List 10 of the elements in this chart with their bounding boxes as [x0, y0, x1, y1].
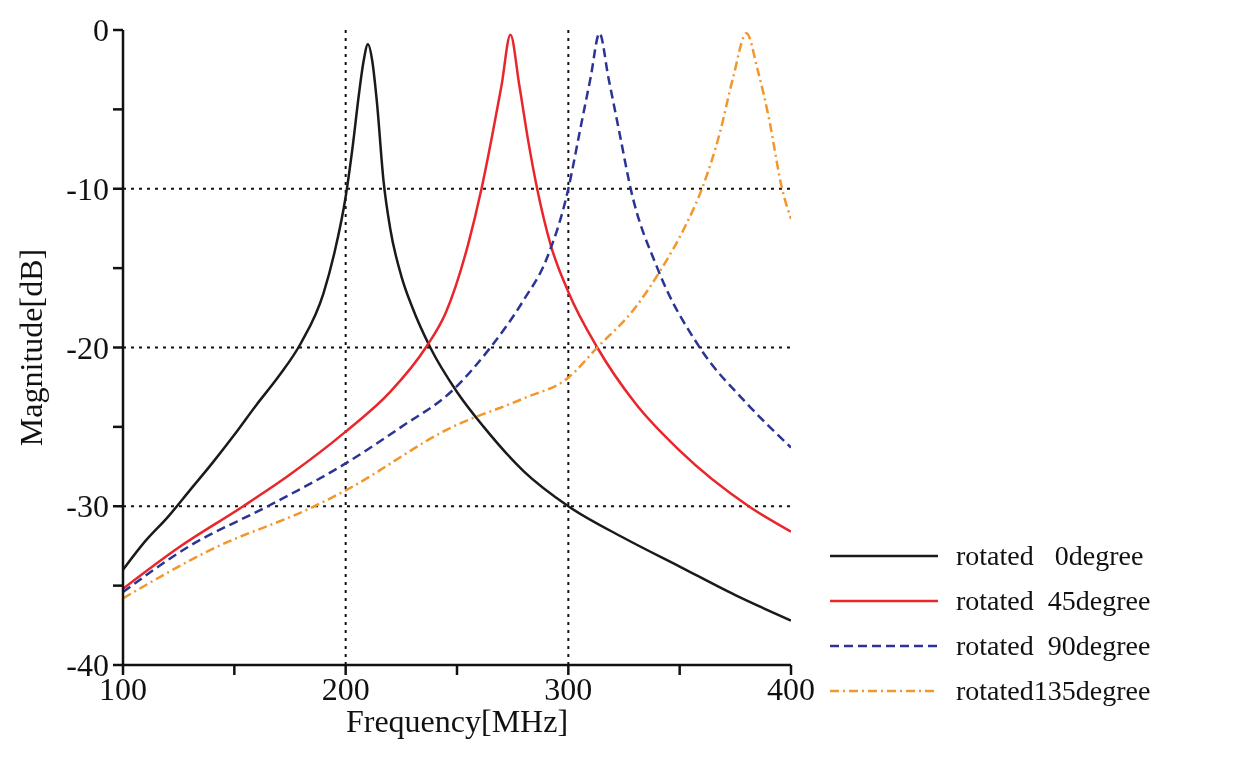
legend-label: rotated 90degree	[956, 629, 1151, 662]
y-tick-label: -30	[66, 488, 109, 525]
legend-label: rotated135degree	[956, 674, 1151, 707]
y-axis-title: Magnitude[dB]	[13, 248, 50, 447]
y-tick-label: 0	[93, 12, 109, 48]
legend-label: rotated 45degree	[956, 584, 1151, 617]
y-tick-label: -20	[66, 329, 109, 366]
legend-label: rotated 0degree	[956, 539, 1144, 572]
x-tick-label: 400	[767, 670, 815, 707]
y-tick-label: -10	[66, 170, 109, 207]
